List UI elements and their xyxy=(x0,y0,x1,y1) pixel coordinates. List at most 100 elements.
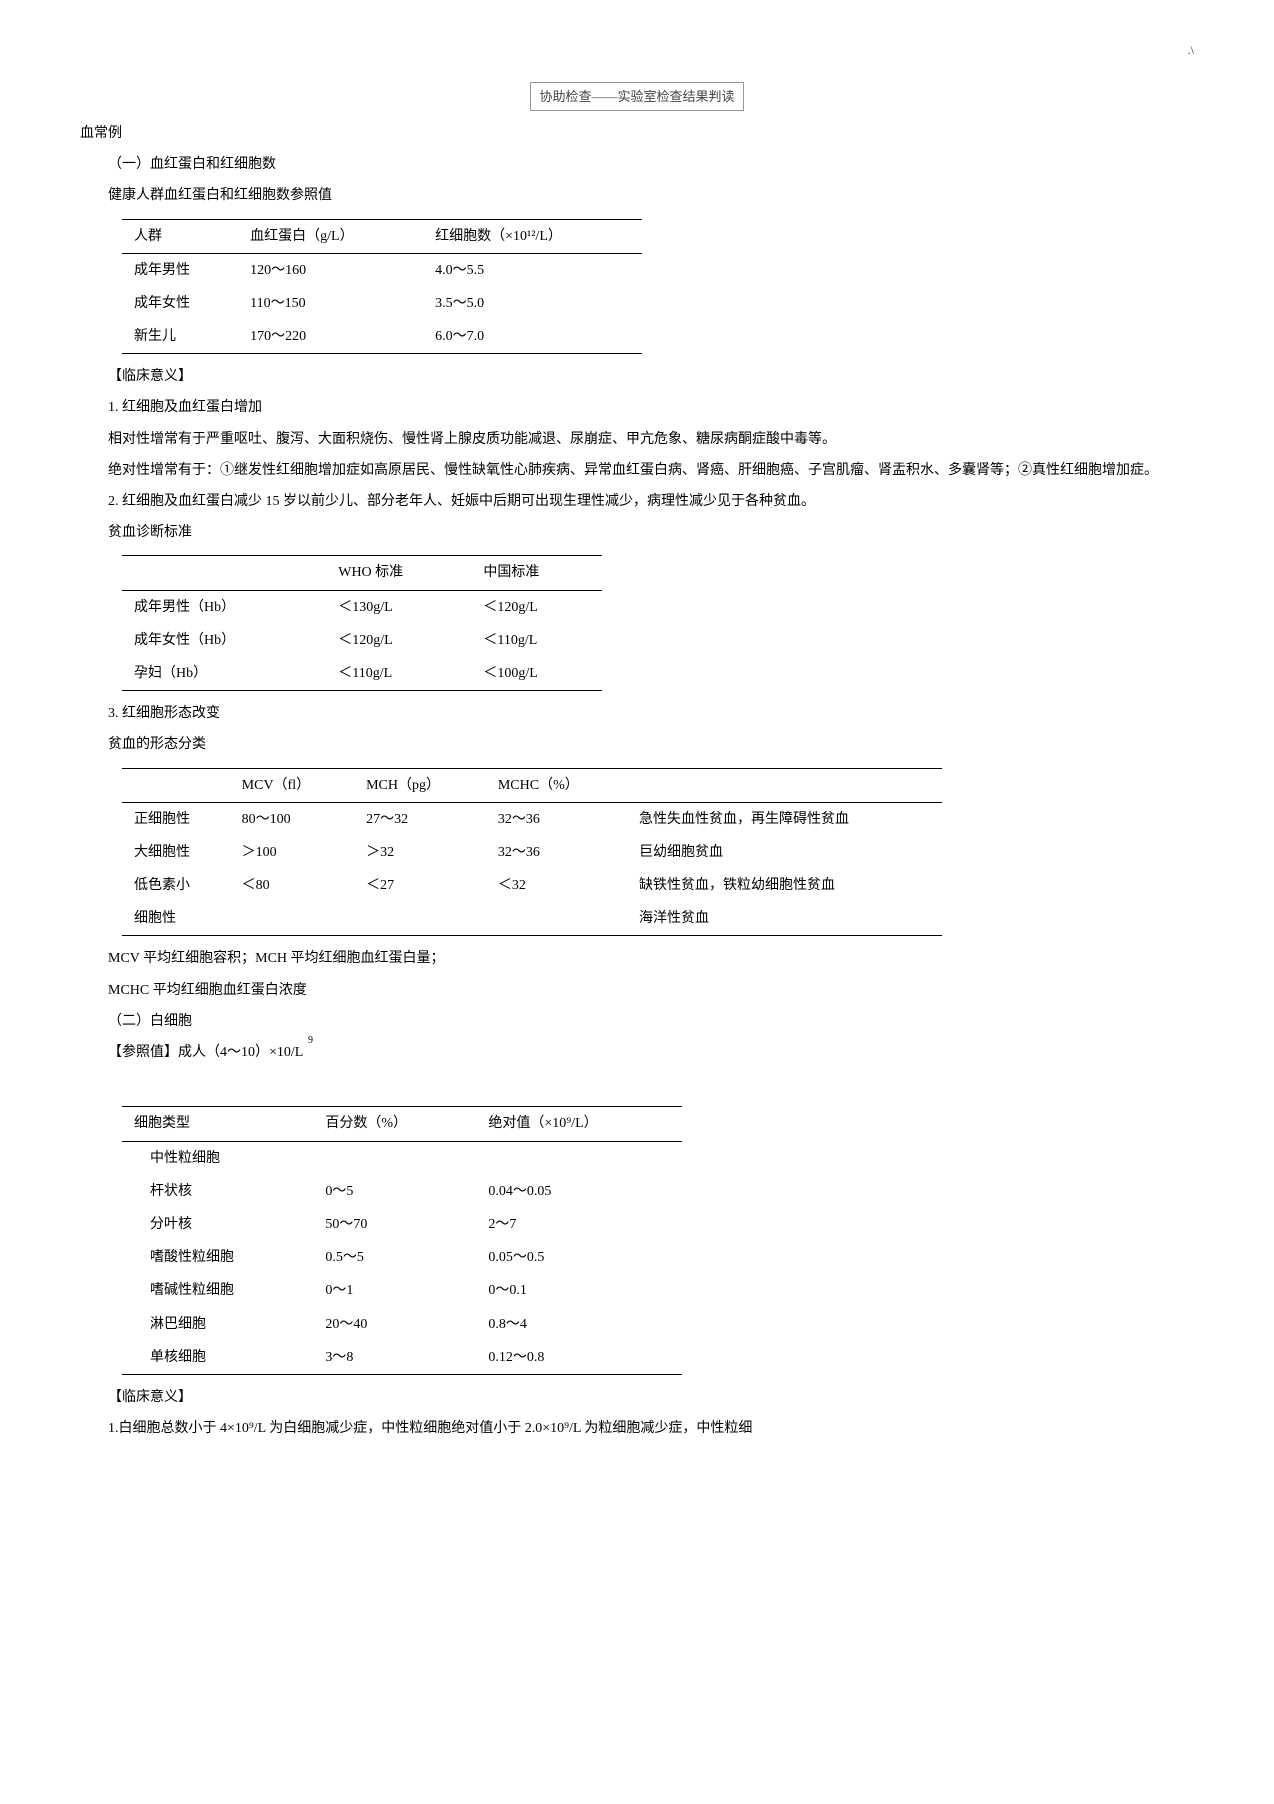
t3-r2c1: ＜80 xyxy=(230,869,354,902)
t4-r4c0: 嗜碱性粒细胞 xyxy=(122,1274,313,1307)
reference-value-text: 【参照值】成人（4～10）×10/L xyxy=(108,1045,303,1060)
table-row: 嗜碱性粒细胞 0～1 0～0.1 xyxy=(122,1274,682,1307)
t4-r6c1: 3～8 xyxy=(313,1341,476,1375)
table-row: 嗜酸性粒细胞 0.5～5 0.05～0.5 xyxy=(122,1241,682,1274)
t3-r0c1: 80～100 xyxy=(230,802,354,836)
t4-r2c0: 分叶核 xyxy=(122,1208,313,1241)
t1-h1: 血红蛋白（g/L） xyxy=(238,219,423,253)
t4-r1c2: 0.04～0.05 xyxy=(476,1175,682,1208)
p3-subtitle: 贫血的形态分类 xyxy=(80,732,1194,757)
t2-r2c0: 孕妇（Hb） xyxy=(122,657,326,691)
reference-value-label: 【参照值】成人（4～10）×10/L 9 xyxy=(80,1040,1194,1065)
t1-r0c0: 成年男性 xyxy=(122,253,238,287)
t3-h4 xyxy=(627,768,942,802)
t4-r3c1: 0.5～5 xyxy=(313,1241,476,1274)
t1-r2c2: 6.0～7.0 xyxy=(423,320,642,354)
p2-title: 2. 红细胞及血红蛋白减少 15 岁以前少儿、部分老年人、妊娠中后期可出现生理性… xyxy=(80,489,1194,514)
p-wbc-body: 1.白细胞总数小于 4×10⁹/L 为白细胞减少症，中性粒细胞绝对值小于 2.0… xyxy=(80,1416,1194,1441)
t2-r2c1: ＜110g/L xyxy=(326,657,471,691)
t4-r0c1 xyxy=(313,1141,476,1175)
t3-h3: MCHC（%） xyxy=(486,768,627,802)
t2-r0c1: ＜130g/L xyxy=(326,590,471,624)
t4-r1c0: 杆状核 xyxy=(122,1175,313,1208)
table-row: 中性粒细胞 xyxy=(122,1141,682,1175)
t3-r0c4: 急性失血性贫血，再生障碍性贫血 xyxy=(627,802,942,836)
t3-r1c2: ＞32 xyxy=(354,836,486,869)
table-anemia-criteria: WHO 标准 中国标准 成年男性（Hb） ＜130g/L ＜120g/L 成年女… xyxy=(122,555,602,691)
clinical-significance-label: 【临床意义】 xyxy=(80,364,1194,389)
t3-r0c2: 27～32 xyxy=(354,802,486,836)
t2-r0c0: 成年男性（Hb） xyxy=(122,590,326,624)
t4-r6c2: 0.12～0.8 xyxy=(476,1341,682,1375)
t3-r3c2 xyxy=(354,902,486,936)
p1-title: 1. 红细胞及血红蛋白增加 xyxy=(80,395,1194,420)
t2-r1c0: 成年女性（Hb） xyxy=(122,624,326,657)
t4-r5c1: 20～40 xyxy=(313,1308,476,1341)
table-row: 成年女性 110～150 3.5～5.0 xyxy=(122,287,642,320)
t4-r3c2: 0.05～0.5 xyxy=(476,1241,682,1274)
t3-r1c4: 巨幼细胞贫血 xyxy=(627,836,942,869)
table-row: 细胞性 海洋性贫血 xyxy=(122,902,942,936)
t4-r0c2 xyxy=(476,1141,682,1175)
t3-r2c4: 缺铁性贫血，铁粒幼细胞性贫血 xyxy=(627,869,942,902)
t3-r3c0: 细胞性 xyxy=(122,902,230,936)
reference-value-superscript: 9 xyxy=(280,1032,313,1050)
t3-h0 xyxy=(122,768,230,802)
table-row: 单核细胞 3～8 0.12～0.8 xyxy=(122,1341,682,1375)
t2-r2c2: ＜100g/L xyxy=(471,657,602,691)
t4-r5c2: 0.8～4 xyxy=(476,1308,682,1341)
table-row: 分叶核 50～70 2～7 xyxy=(122,1208,682,1241)
t4-h1: 百分数（%） xyxy=(313,1107,476,1141)
t4-r2c1: 50～70 xyxy=(313,1208,476,1241)
doc-header: 协助检查——实验室检查结果判读 xyxy=(530,82,743,111)
table-row: 低色素小 ＜80 ＜27 ＜32 缺铁性贫血，铁粒幼细胞性贫血 xyxy=(122,869,942,902)
table-row: 杆状核 0～5 0.04～0.05 xyxy=(122,1175,682,1208)
t4-r4c2: 0～0.1 xyxy=(476,1274,682,1307)
table-anemia-morphology: MCV（fl） MCH（pg） MCHC（%） 正细胞性 80～100 27～3… xyxy=(122,768,942,937)
t3-r2c0: 低色素小 xyxy=(122,869,230,902)
p1-body1: 相对性增常有于严重呕吐、腹泻、大面积烧伤、慢性肾上腺皮质功能减退、尿崩症、甲亢危… xyxy=(80,427,1194,452)
t3-r0c3: 32～36 xyxy=(486,802,627,836)
t3-r1c1: ＞100 xyxy=(230,836,354,869)
t4-h0: 细胞类型 xyxy=(122,1107,313,1141)
mcv-note-2: MCHC 平均红细胞血红蛋白浓度 xyxy=(108,978,1194,1003)
t4-r1c1: 0～5 xyxy=(313,1175,476,1208)
doc-header-line: 协助检查——实验室检查结果判读 xyxy=(80,82,1194,111)
clinical-significance-label-2: 【临床意义】 xyxy=(80,1385,1194,1410)
table-row: 成年男性 120～160 4.0～5.5 xyxy=(122,253,642,287)
t2-h0 xyxy=(122,556,326,590)
t3-r1c3: 32～36 xyxy=(486,836,627,869)
table-wbc-types: 细胞类型 百分数（%） 绝对值（×10⁹/L） 中性粒细胞 杆状核 0～5 0.… xyxy=(122,1106,682,1375)
t4-r2c2: 2～7 xyxy=(476,1208,682,1241)
table-row: 成年女性（Hb） ＜120g/L ＜110g/L xyxy=(122,624,602,657)
t3-r2c3: ＜32 xyxy=(486,869,627,902)
table-row: 淋巴细胞 20～40 0.8～4 xyxy=(122,1308,682,1341)
t1-r0c2: 4.0～5.5 xyxy=(423,253,642,287)
t3-h2: MCH（pg） xyxy=(354,768,486,802)
table-hb-rbc-reference: 人群 血红蛋白（g/L） 红细胞数（×10¹²/L） 成年男性 120～160 … xyxy=(122,219,642,355)
mcv-note-1: MCV 平均红细胞容积；MCH 平均红细胞血红蛋白量； xyxy=(108,946,1194,971)
t1-r1c1: 110～150 xyxy=(238,287,423,320)
anemia-std-label: 贫血诊断标准 xyxy=(80,520,1194,545)
t4-r5c0: 淋巴细胞 xyxy=(122,1308,313,1341)
t3-r3c4: 海洋性贫血 xyxy=(627,902,942,936)
t3-r2c2: ＜27 xyxy=(354,869,486,902)
t2-r0c2: ＜120g/L xyxy=(471,590,602,624)
t4-h2: 绝对值（×10⁹/L） xyxy=(476,1107,682,1141)
t1-r2c0: 新生儿 xyxy=(122,320,238,354)
t4-r3c0: 嗜酸性粒细胞 xyxy=(122,1241,313,1274)
t1-r1c2: 3.5～5.0 xyxy=(423,287,642,320)
t4-r4c1: 0～1 xyxy=(313,1274,476,1307)
t2-h1: WHO 标准 xyxy=(326,556,471,590)
table-row: 大细胞性 ＞100 ＞32 32～36 巨幼细胞贫血 xyxy=(122,836,942,869)
p1-body2: 绝对性增常有于：①继发性红细胞增加症如高原居民、慢性缺氧性心肺疾病、异常血红蛋白… xyxy=(80,458,1194,483)
section-1-subtitle: 健康人群血红蛋白和红细胞数参照值 xyxy=(80,183,1194,208)
page-marker: .\ xyxy=(80,40,1194,62)
section-2-title: （二）白细胞 xyxy=(80,1009,1194,1034)
t3-r3c3 xyxy=(486,902,627,936)
t2-r1c2: ＜110g/L xyxy=(471,624,602,657)
t2-h2: 中国标准 xyxy=(471,556,602,590)
t1-r1c0: 成年女性 xyxy=(122,287,238,320)
p3-title: 3. 红细胞形态改变 xyxy=(80,701,1194,726)
t1-h0: 人群 xyxy=(122,219,238,253)
